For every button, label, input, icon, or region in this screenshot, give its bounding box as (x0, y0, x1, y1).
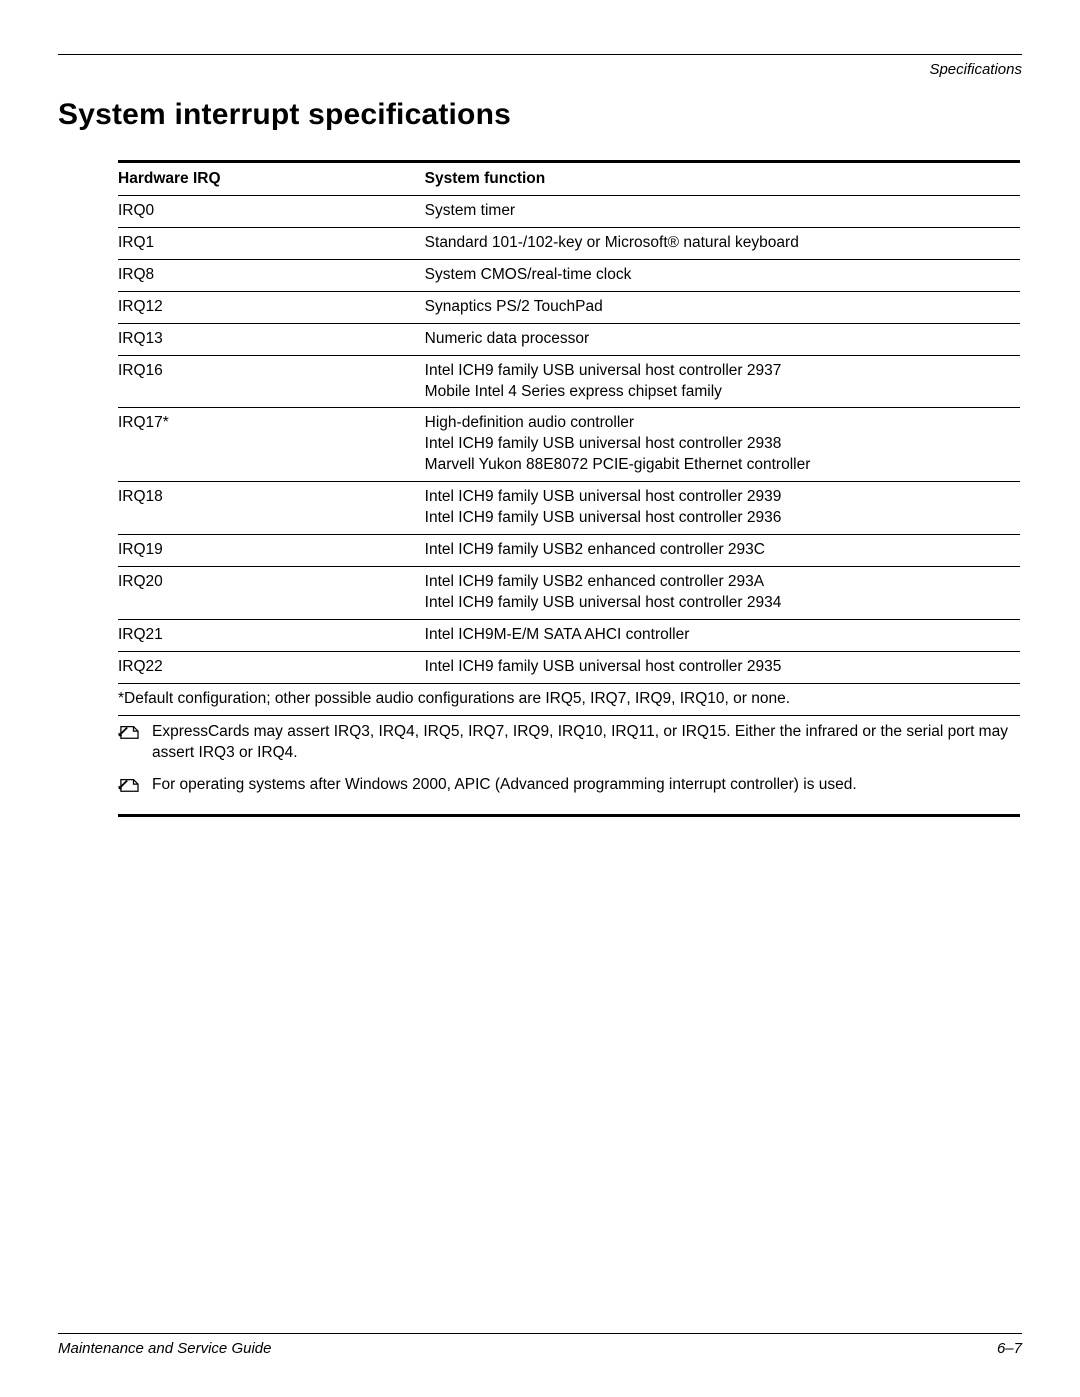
cell-irq: IRQ19 (118, 535, 425, 567)
cell-function: Standard 101-/102-key or Microsoft® natu… (425, 227, 1020, 259)
cell-irq: IRQ17* (118, 408, 425, 482)
cell-irq: IRQ18 (118, 482, 425, 535)
cell-function: High-definition audio controllerIntel IC… (425, 408, 1020, 482)
table-footnote: *Default configuration; other possible a… (118, 683, 1020, 715)
cell-function-line: Intel ICH9 family USB universal host con… (425, 657, 1016, 678)
cell-function-line: Numeric data processor (425, 329, 1016, 350)
footer-right: 6–7 (997, 1340, 1022, 1357)
cell-function-line: Intel ICH9 family USB2 enhanced controll… (425, 572, 1016, 593)
cell-function-line: Intel ICH9M-E/M SATA AHCI controller (425, 625, 1016, 646)
cell-function: Intel ICH9 family USB2 enhanced controll… (425, 535, 1020, 567)
header-section-label: Specifications (58, 61, 1022, 78)
table-row: IRQ12Synaptics PS/2 TouchPad (118, 291, 1020, 323)
cell-irq: IRQ16 (118, 355, 425, 408)
cell-irq: IRQ0 (118, 196, 425, 228)
cell-function-line: Marvell Yukon 88E8072 PCIE-gigabit Ether… (425, 455, 1016, 476)
table-footnote-row: *Default configuration; other possible a… (118, 683, 1020, 715)
cell-irq: IRQ8 (118, 259, 425, 291)
cell-function-line: Intel ICH9 family USB universal host con… (425, 487, 1016, 508)
cell-function: Numeric data processor (425, 323, 1020, 355)
cell-function: Intel ICH9 family USB universal host con… (425, 651, 1020, 683)
cell-irq: IRQ21 (118, 619, 425, 651)
spec-table: Hardware IRQ System function IRQ0System … (118, 160, 1020, 716)
cell-irq: IRQ12 (118, 291, 425, 323)
cell-function-line: Synaptics PS/2 TouchPad (425, 297, 1016, 318)
column-header-irq: Hardware IRQ (118, 162, 425, 196)
cell-function-line: Intel ICH9 family USB universal host con… (425, 434, 1016, 455)
table-row: IRQ21Intel ICH9M-E/M SATA AHCI controlle… (118, 619, 1020, 651)
cell-function: Intel ICH9 family USB universal host con… (425, 355, 1020, 408)
page: Specifications System interrupt specific… (0, 0, 1080, 1397)
cell-function: Intel ICH9 family USB universal host con… (425, 482, 1020, 535)
table-row: IRQ16Intel ICH9 family USB universal hos… (118, 355, 1020, 408)
note-text: For operating systems after Windows 2000… (152, 775, 1020, 796)
cell-function-line: System CMOS/real-time clock (425, 265, 1016, 286)
note-text: ExpressCards may assert IRQ3, IRQ4, IRQ5… (152, 722, 1020, 764)
table-row: IRQ19Intel ICH9 family USB2 enhanced con… (118, 535, 1020, 567)
table-row: IRQ1Standard 101-/102-key or Microsoft® … (118, 227, 1020, 259)
footer-left: Maintenance and Service Guide (58, 1340, 271, 1357)
page-footer: Maintenance and Service Guide 6–7 (58, 1333, 1022, 1357)
note-row: For operating systems after Windows 2000… (118, 769, 1020, 802)
cell-function: Intel ICH9M-E/M SATA AHCI controller (425, 619, 1020, 651)
table-row: IRQ0System timer (118, 196, 1020, 228)
table-row: IRQ8System CMOS/real-time clock (118, 259, 1020, 291)
table-row: IRQ17*High-definition audio controllerIn… (118, 408, 1020, 482)
cell-function: System timer (425, 196, 1020, 228)
table-row: IRQ13Numeric data processor (118, 323, 1020, 355)
column-header-function: System function (425, 162, 1020, 196)
notes-block: ExpressCards may assert IRQ3, IRQ4, IRQ5… (118, 716, 1020, 818)
cell-function-line: Intel ICH9 family USB universal host con… (425, 508, 1016, 529)
cell-function: System CMOS/real-time clock (425, 259, 1020, 291)
cell-function-line: High-definition audio controller (425, 413, 1016, 434)
cell-function: Synaptics PS/2 TouchPad (425, 291, 1020, 323)
note-icon (118, 722, 152, 741)
cell-irq: IRQ13 (118, 323, 425, 355)
table-header-row: Hardware IRQ System function (118, 162, 1020, 196)
spec-table-container: Hardware IRQ System function IRQ0System … (118, 160, 1020, 716)
cell-function-line: Mobile Intel 4 Series express chipset fa… (425, 382, 1016, 403)
cell-function-line: Intel ICH9 family USB universal host con… (425, 593, 1016, 614)
cell-irq: IRQ20 (118, 566, 425, 619)
cell-function-line: Intel ICH9 family USB2 enhanced controll… (425, 540, 1016, 561)
page-title: System interrupt specifications (58, 98, 1022, 132)
cell-function: Intel ICH9 family USB2 enhanced controll… (425, 566, 1020, 619)
table-row: IRQ22Intel ICH9 family USB universal hos… (118, 651, 1020, 683)
table-row: IRQ20Intel ICH9 family USB2 enhanced con… (118, 566, 1020, 619)
cell-function-line: Standard 101-/102-key or Microsoft® natu… (425, 233, 1016, 254)
note-icon (118, 775, 152, 794)
header-rule (58, 54, 1022, 55)
cell-irq: IRQ1 (118, 227, 425, 259)
note-row: ExpressCards may assert IRQ3, IRQ4, IRQ5… (118, 716, 1020, 770)
cell-function-line: System timer (425, 201, 1016, 222)
cell-function-line: Intel ICH9 family USB universal host con… (425, 361, 1016, 382)
table-row: IRQ18Intel ICH9 family USB universal hos… (118, 482, 1020, 535)
cell-irq: IRQ22 (118, 651, 425, 683)
